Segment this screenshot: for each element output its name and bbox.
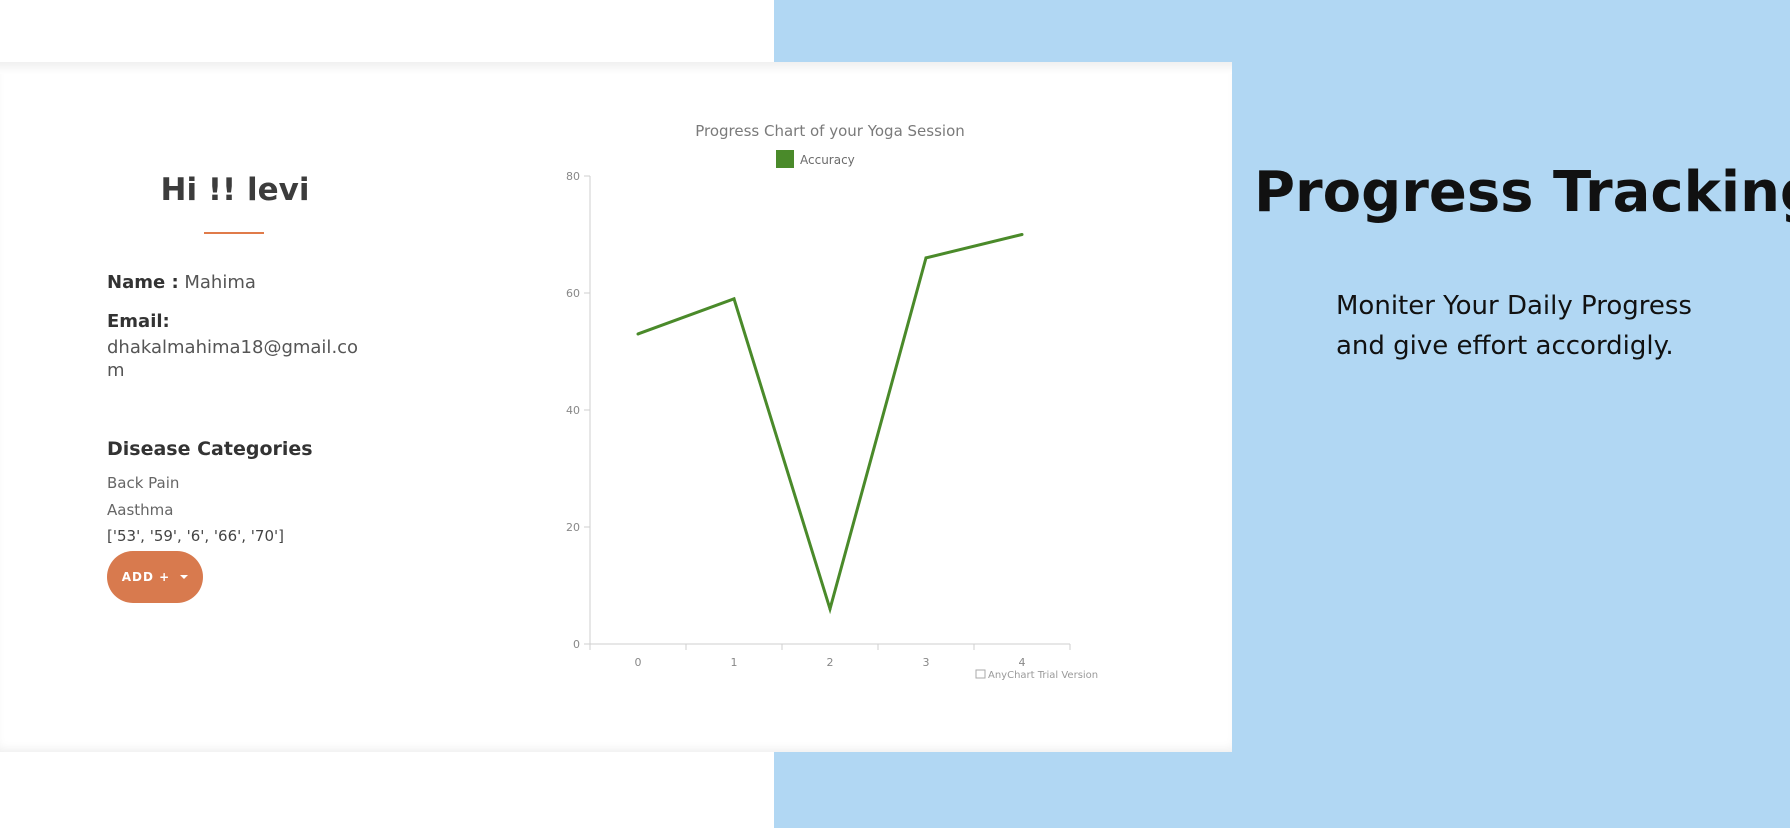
heading-underline bbox=[204, 232, 264, 234]
add-button-label: ADD + bbox=[121, 570, 171, 584]
legend-label: Accuracy bbox=[800, 153, 855, 167]
y-tick-label: 0 bbox=[573, 638, 580, 651]
accuracy-data-point bbox=[924, 256, 928, 260]
x-tick-label: 3 bbox=[923, 656, 930, 669]
accuracy-data-point bbox=[828, 607, 832, 611]
disease-item-back-pain: Back Pain bbox=[107, 474, 180, 492]
y-tick-label: 40 bbox=[566, 404, 580, 417]
name-label: Name : bbox=[107, 272, 179, 293]
chart-title: Progress Chart of your Yoga Session bbox=[695, 122, 965, 140]
progress-chart: Progress Chart of your Yoga Session Accur… bbox=[566, 122, 1098, 681]
accuracy-data-point bbox=[636, 332, 640, 336]
email-label-row: Email: bbox=[107, 311, 170, 332]
name-row: Name : Mahima bbox=[107, 272, 256, 293]
disease-item-asthma: Aasthma bbox=[107, 501, 174, 519]
y-tick-label: 60 bbox=[566, 287, 580, 300]
name-value: Mahima bbox=[184, 272, 256, 293]
y-tick-label: 80 bbox=[566, 170, 580, 183]
dropdown-caret-icon bbox=[180, 575, 189, 579]
x-tick-label: 4 bbox=[1019, 656, 1026, 669]
subtext: Moniter Your Daily Progress and give eff… bbox=[1336, 291, 1692, 361]
headline: Progress Tracking bbox=[1254, 160, 1790, 225]
greeting-heading: Hi !! levi bbox=[160, 172, 310, 208]
accuracy-values-text: ['53', '59', '6', '66', '70'] bbox=[107, 527, 284, 545]
add-button[interactable]: ADD + bbox=[107, 551, 203, 603]
x-tick-label: 2 bbox=[827, 656, 834, 669]
accuracy-data-point bbox=[1020, 233, 1024, 236]
x-tick-label: 1 bbox=[731, 656, 738, 669]
accuracy-series-line bbox=[637, 233, 1023, 615]
legend-swatch bbox=[776, 150, 794, 168]
y-tick-label: 20 bbox=[566, 521, 580, 534]
accuracy-data-point bbox=[732, 297, 736, 301]
disease-categories-heading: Disease Categories bbox=[107, 438, 313, 460]
x-tick-label: 0 bbox=[635, 656, 642, 669]
chart-watermark: AnyChart Trial Version bbox=[988, 670, 1098, 681]
email-label: Email: bbox=[107, 311, 170, 332]
email-value: dhakalmahima18@gmail.com bbox=[107, 337, 359, 381]
dashboard-card: Hi !! levi Name : Mahima Email: dhakalma… bbox=[0, 62, 1232, 752]
anychart-logo-icon bbox=[975, 669, 986, 679]
